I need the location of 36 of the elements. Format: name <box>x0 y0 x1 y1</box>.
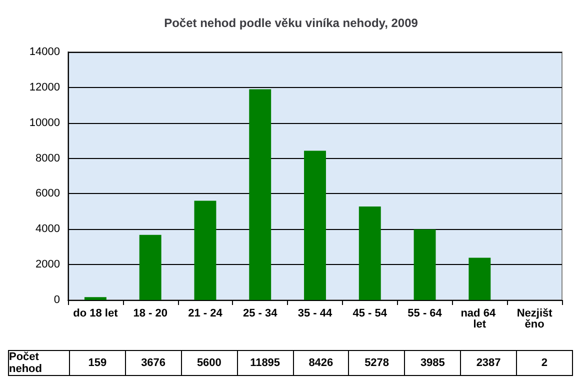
y-tick-label: 8000 <box>36 152 60 164</box>
bar <box>414 229 436 300</box>
x-tick-label: 18 - 20 <box>133 308 168 320</box>
data-label: 8426 <box>293 350 349 376</box>
y-tick-label: 6000 <box>36 188 60 200</box>
chart-title: Počet nehod podle věku viníka nehody, 2009 <box>164 16 418 30</box>
x-tick-label: nad 64 let <box>460 308 499 330</box>
x-tick-label: 35 - 44 <box>298 308 334 320</box>
data-label: 3985 <box>404 350 461 376</box>
x-tick-label: do 18 let <box>73 308 118 320</box>
data-label: 5600 <box>181 350 238 376</box>
y-tick-label: 4000 <box>36 223 60 236</box>
text: Počet nehod <box>8 350 70 376</box>
data-label: 5278 <box>348 350 405 376</box>
bar <box>358 206 381 300</box>
data-label: 2387 <box>460 350 516 376</box>
x-tick-label: Nezjištěno <box>516 308 553 330</box>
y-tick-label: 14000 <box>29 46 60 58</box>
y-tick-label: 2000 <box>36 258 60 271</box>
data-label: 11895 <box>237 350 293 376</box>
x-tick-label: 25 - 34 <box>242 308 278 320</box>
bar <box>468 258 491 300</box>
bar <box>194 200 216 300</box>
data-label: 2 <box>516 350 572 376</box>
y-tick-label: 0 <box>54 294 60 306</box>
x-tick-label: 55 - 64 <box>408 308 443 320</box>
y-tick-label: 10000 <box>29 116 60 129</box>
x-tick-label: 45 - 54 <box>352 308 388 320</box>
bar <box>304 150 326 300</box>
data-label: 159 <box>70 350 126 376</box>
bar <box>84 297 106 300</box>
bar <box>249 89 272 300</box>
data-label: 3676 <box>125 350 182 376</box>
bar <box>139 234 162 300</box>
x-tick-label: 21 - 24 <box>188 308 224 320</box>
y-tick-label: 12000 <box>29 81 60 94</box>
